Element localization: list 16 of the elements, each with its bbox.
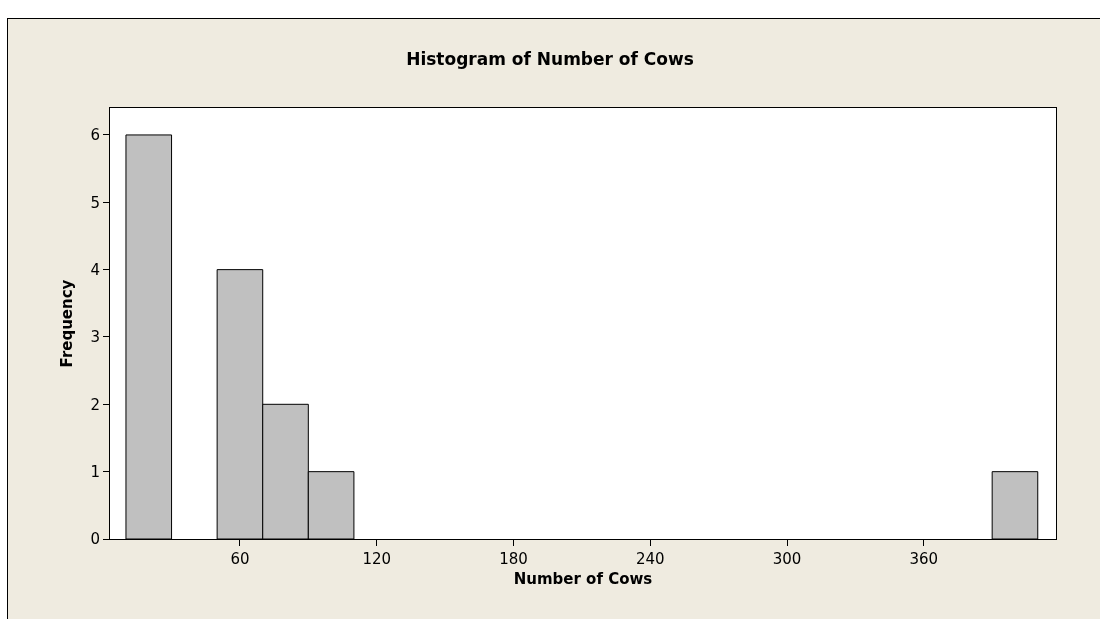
y-tick-label: 3 bbox=[90, 328, 100, 347]
y-tick-label: 0 bbox=[90, 530, 100, 549]
x-tick-label: 180 bbox=[499, 550, 528, 568]
y-tick-label: 2 bbox=[90, 395, 100, 414]
x-tick-label: 120 bbox=[362, 550, 392, 568]
y-tick-label: 6 bbox=[90, 126, 100, 145]
y-tick-label: 5 bbox=[90, 193, 100, 212]
x-axis-title: Number of Cows bbox=[513, 570, 653, 588]
y-axis-title: Frequency bbox=[57, 279, 76, 368]
x-tick-label: 240 bbox=[635, 550, 665, 568]
chart-title: Histogram of Number of Cows bbox=[406, 48, 694, 69]
y-tick-label: 4 bbox=[90, 260, 100, 279]
x-tick-label: 300 bbox=[772, 550, 802, 568]
x-tick-label: 360 bbox=[909, 550, 939, 568]
x-tick-label: 60 bbox=[230, 550, 250, 568]
y-tick-label: 1 bbox=[90, 462, 100, 481]
